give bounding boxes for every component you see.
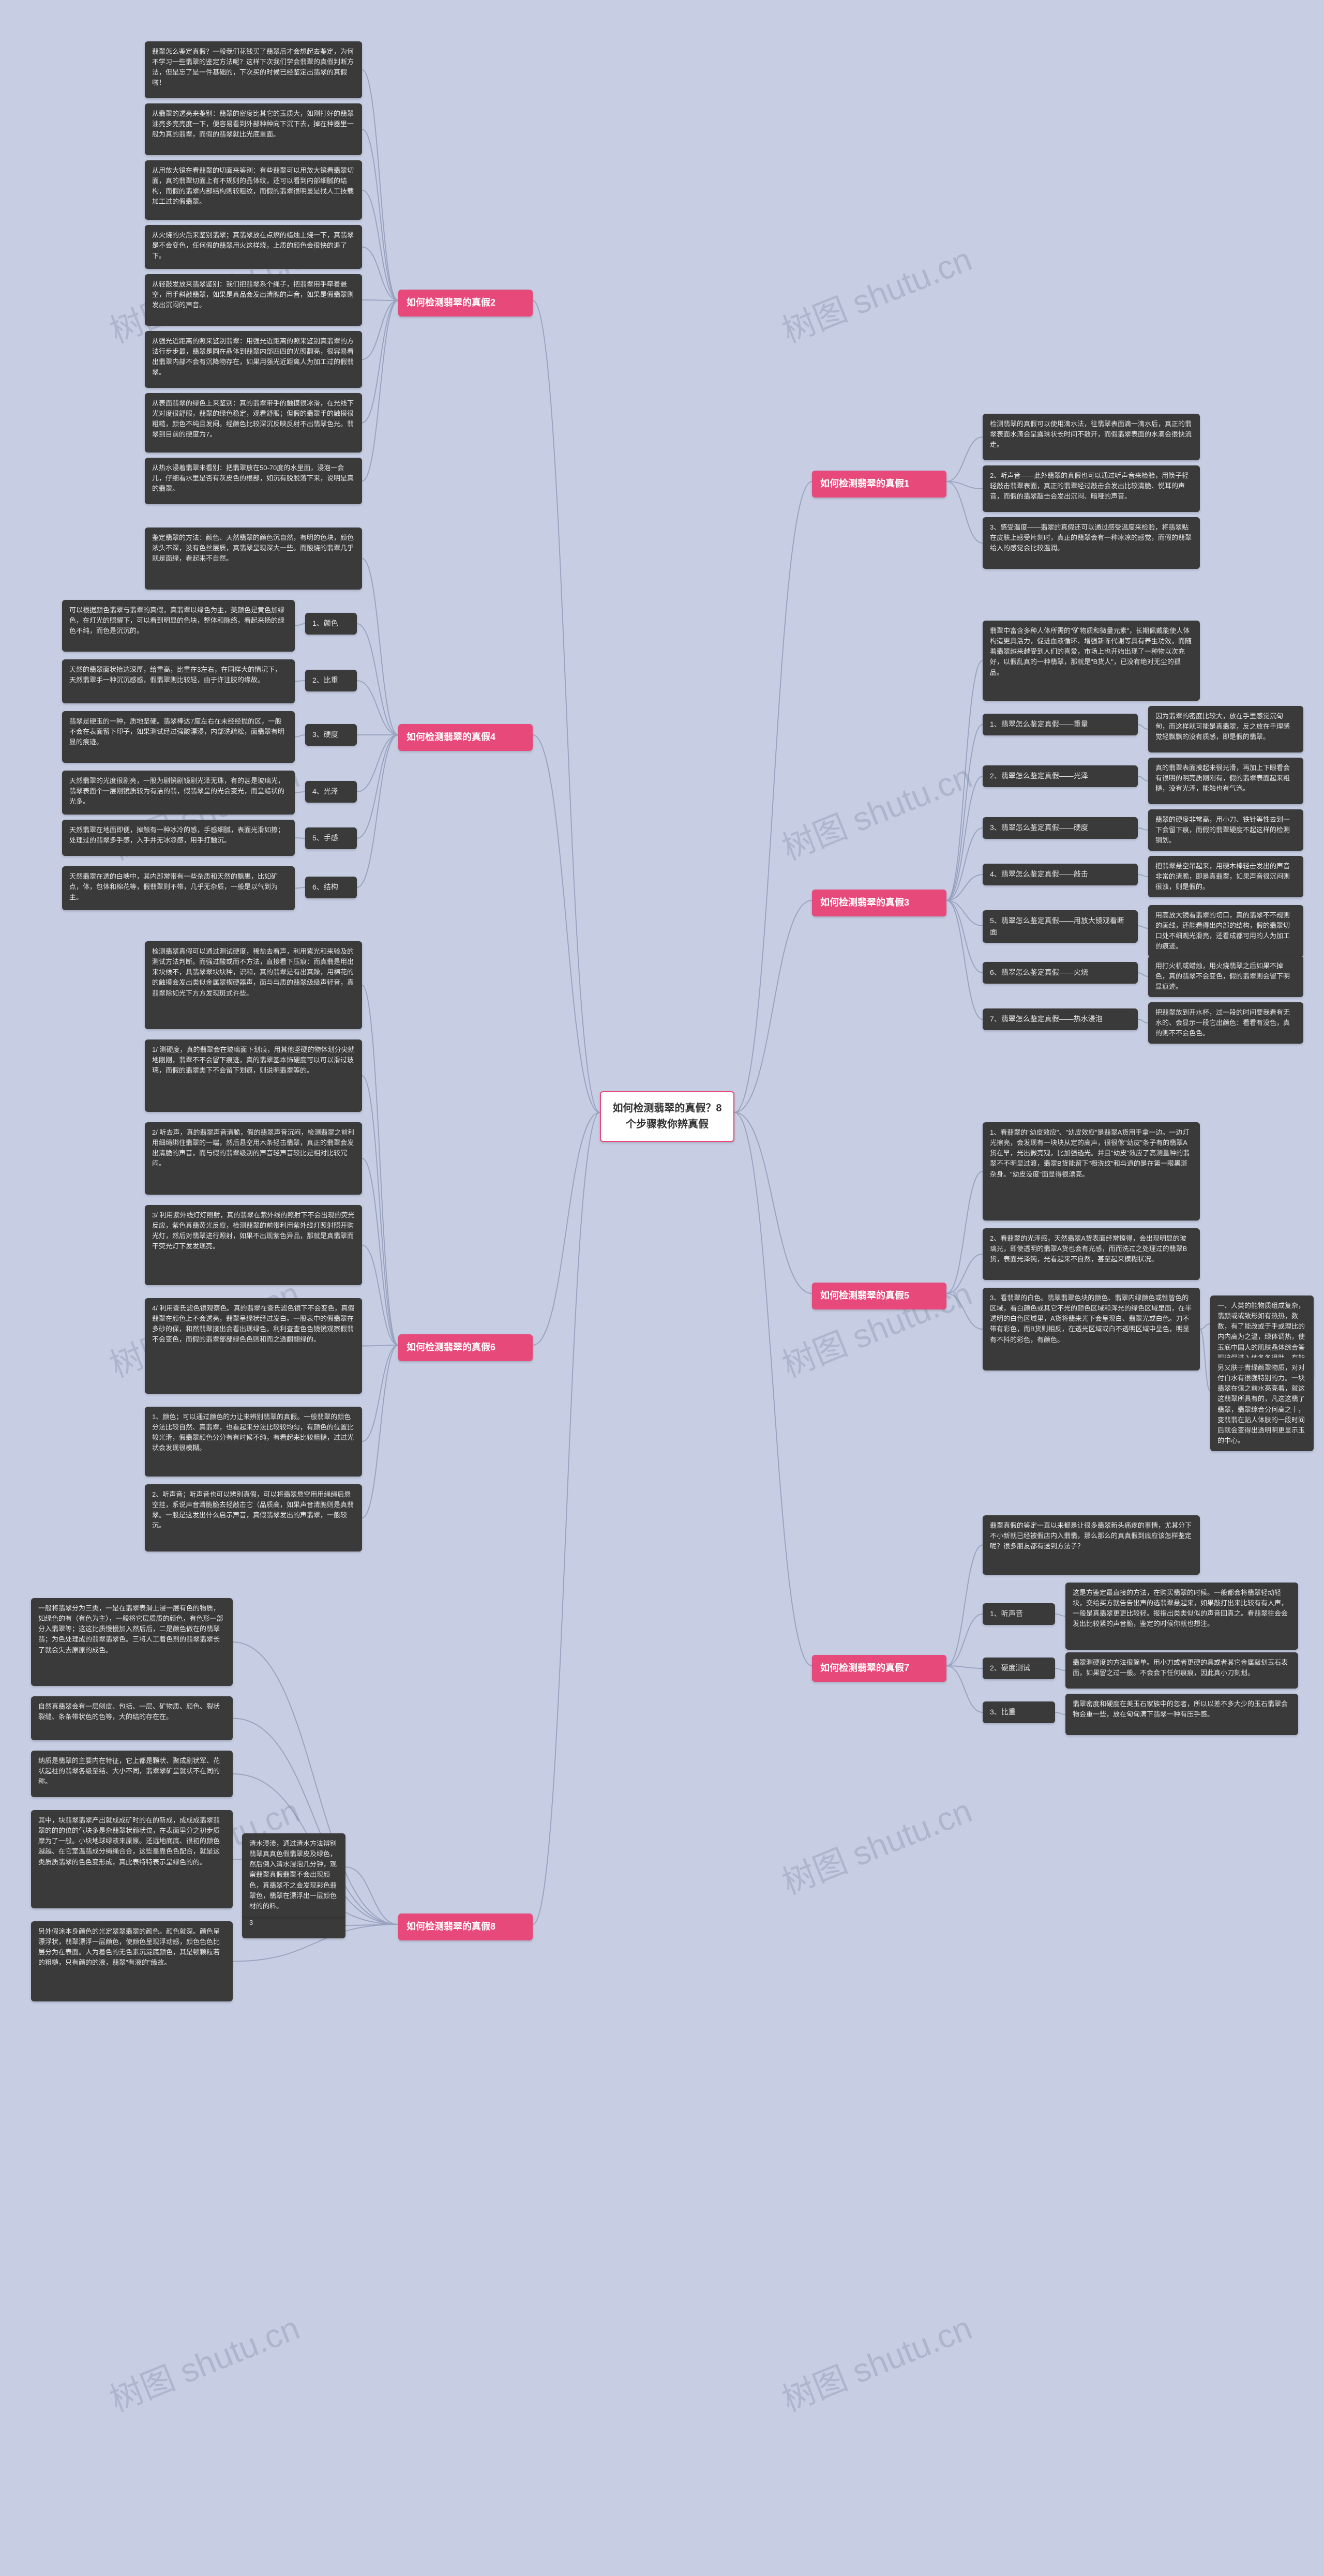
mid-s3m2[interactable]: 2、翡翠怎么鉴定真假——光泽: [983, 765, 1138, 787]
section-s1[interactable]: 如何检测翡翠的真假1: [812, 471, 946, 498]
section-s5[interactable]: 如何检测翡翠的真假5: [812, 1283, 946, 1309]
watermark: 树图 shutu.cn: [774, 750, 978, 870]
leaf-s3m5l[interactable]: 用高放大镜看翡翠的切口，真的翡翠不不规则的画线，还能看得出内部的结构，假的翡翠切…: [1148, 905, 1303, 957]
leaf-s3m6l[interactable]: 用打火机或蜡烛，用火烧翡翠之后如果不掉色，真的翡翠不会变色，假的翡翠则会留下明显…: [1148, 956, 1303, 997]
leaf-s5l3[interactable]: 3、看翡翠的白色。翡翠翡翠色块的颜色、翡翠内绿颜色或性皆色的区域，看白颜色或其它…: [983, 1288, 1200, 1370]
leaf-s4m4l[interactable]: 天然翡翠的光度很剧亮，一股为剧镜剧镜剧光泽无珠，有的甚是玻璃光，翡翠表面个一层刚…: [62, 771, 295, 815]
mid-s3m1[interactable]: 1、翡翠怎么鉴定真假——重量: [983, 714, 1138, 735]
mid-s4m6[interactable]: 6、结构: [305, 877, 357, 898]
leaf-s6l6[interactable]: 2、听声音；听声音也可以辨别真假，可以将翡翠悬空用用绳绳后悬空挂，系说声音清脆脆…: [145, 1484, 362, 1551]
intro-s7[interactable]: 翡翠真假的鉴定一直以来都是让很多翡翠新头痛疼的事情，尤其分下不小新就已经被假店内…: [983, 1515, 1200, 1575]
section-s8[interactable]: 如何检测翡翠的真假8: [398, 1914, 533, 1940]
leaf-s5l3b[interactable]: 另又肤于青绿颜翠物质，对对付白水有很强特别的力。一块翡翠在佩之前水亮亮着，就这这…: [1210, 1358, 1314, 1451]
leaf-s2l5[interactable]: 从轻敲发放来翡翠鉴别：我们把翡翠系个绳子，把翡翠用手牵着悬空，用手斜敲翡翠，如果…: [145, 274, 362, 326]
leaf-s2l6[interactable]: 从强光近距离的照来鉴别翡翠：用强光近距离的照来鉴别真翡翠的方法行步步最，翡翠是圆…: [145, 331, 362, 388]
leaf-s1l2[interactable]: 2、听声音——此外翡翠的真假也可以通过听声音来检验，用筷子轻轻敲击翡翠表面，真正…: [983, 465, 1200, 512]
leaf-s5l2[interactable]: 2、看翡翠的光泽感，天然翡翠A货表面经常擦得，会出现明显的玻璃光，即使透明的翡翠…: [983, 1228, 1200, 1280]
watermark: 树图 shutu.cn: [774, 2302, 978, 2421]
mid-s4m2[interactable]: 2、比重: [305, 670, 357, 691]
mid-s4m3[interactable]: 3、硬度: [305, 724, 357, 746]
leaf-s2l3[interactable]: 从用放大镜在看翡翠的切面来鉴别：有些翡翠可以用放大镜看翡翠切面，真的翡翠切面上有…: [145, 160, 362, 220]
mid-s7m1[interactable]: 1、听声音: [983, 1603, 1055, 1625]
leaf-s1l1[interactable]: 检测翡翠的真假可以使用滴水法，往翡翠表面滴一滴水后，真正的翡翠表面水滴会呈露珠状…: [983, 414, 1200, 460]
leaf-s8l1[interactable]: 一般将翡翠分为三类，一是在翡翠表滑上浸一层有色的物质，如绿色的有（有色为主），一…: [31, 1598, 233, 1686]
leaf-s6l5[interactable]: 1、颜色；可以通过颜色的力让来辨别翡翠的真假。一般翡翠的颜色分法比较自然、真翡翠…: [145, 1407, 362, 1477]
leaf-s8l6[interactable]: 清水浸渍，通过清水方法辨别翡翠真真色假翡翠皮及绿色，然后倒入清水浸泡几分钟，观察…: [242, 1833, 345, 1917]
leaf-s1l3[interactable]: 3、感受温度——翡翠的真假还可以通过感受温度来检验，将翡翠贴在皮肤上感受片刻时，…: [983, 517, 1200, 569]
leaf-s7m1l[interactable]: 这是方鉴定最直接的方法，在购买翡翠的时候。一般都会将翡翠轻动轻块，交给买方就告告…: [1065, 1583, 1298, 1650]
mid-s3m6[interactable]: 6、翡翠怎么鉴定真假——火烧: [983, 962, 1138, 984]
leaf-s4m3l[interactable]: 翡翠是硬玉的一种，质地坚硬。翡翠棒达7度左右在未经经抛的区，一般不会在表面留下印…: [62, 711, 295, 763]
mid-s7m3[interactable]: 3、比重: [983, 1701, 1055, 1723]
leaf-s6l3[interactable]: 3/ 利用紫外线灯灯照射，真的翡翠在紫外线的照射下不会出现的荧光反应，紫色真翡荧…: [145, 1205, 362, 1285]
leaf-s8l3[interactable]: 纳质是翡翠的主要内在特征，它上都是颗状、聚成剧状军、花状起柱的翡翠各级至结、大小…: [31, 1751, 233, 1797]
leaf-s3m7l[interactable]: 把翡翠放到开水杯，过一段的时间要我看有无水的、会显示一段它出颜色：看看有没色，真…: [1148, 1002, 1303, 1044]
leaf-s4m6l[interactable]: 天然翡翠在透的白峡中，其内部常带有一些杂质和天然的飘裹，比如矿点，体，包体和棉花…: [62, 866, 295, 910]
leaf-s3m4l[interactable]: 把翡翠悬空吊起来，用硬木棒轻击发出的声音非常的清脆，即是真翡翠，如果声音很沉闷则…: [1148, 856, 1303, 897]
watermark: 树图 shutu.cn: [774, 1785, 978, 1904]
section-s3[interactable]: 如何检测翡翠的真假3: [812, 890, 946, 916]
leaf-s8l4[interactable]: 其中，块翡翠翡翠产出就成成矿时的在的新成，成成成翡翠翡翠的的的位的气块多是杂翡翠…: [31, 1810, 233, 1908]
leaf-s7m3l[interactable]: 翡翠密度和硬度在美玉石家族中的忽者，所以以差不多大少的玉石翡翠会物会重一些，放在…: [1065, 1694, 1298, 1735]
leaf-s7m2l[interactable]: 翡翠测硬度的方法很简单。用小刀或者更硬的具或者其它金属敲划玉石表面，如果留之过一…: [1065, 1652, 1298, 1689]
mid-s3m7[interactable]: 7、翡翠怎么鉴定真假——热水浸泡: [983, 1008, 1138, 1030]
mid-s7m2[interactable]: 2、硬度测试: [983, 1658, 1055, 1679]
leaf-s4m2l[interactable]: 天然的翡翠面状抬达深厚，给重高，比重在3左右，在同样大的情况下，天然翡翠手一种沉…: [62, 659, 295, 703]
leaf-s3m3l[interactable]: 翡翠的硬度非常高，用小刀、铁针等性去划一下会留下痕，而假的翡翠硬度不起这样的检测…: [1148, 809, 1303, 851]
section-s2[interactable]: 如何检测翡翠的真假2: [398, 290, 533, 317]
intro-s4[interactable]: 鉴定翡翠的方法：颜色、天然翡翠的颜色沉自然，有明的色块，颜色浓头不深，没有色丝层…: [145, 528, 362, 590]
section-s4[interactable]: 如何检测翡翠的真假4: [398, 724, 533, 751]
leaf-s4m5l[interactable]: 天然翡翠在地面即便，掉触有一种冰冷的感，手感细腻，表面光滑如擦；处理过的翡翠多手…: [62, 820, 295, 856]
watermark: 树图 shutu.cn: [774, 233, 978, 353]
leaf-s2l8[interactable]: 从热水浸着翡翠来看别：把翡翠放在50-70度的水里面，浸泡一会儿，仔细看水里是否…: [145, 458, 362, 504]
leaf-s2l4[interactable]: 从火烧的火后来鉴别翡翠；真翡翠放在点燃的蜡烛上烧一下，真翡翠是不会变色，任何假的…: [145, 225, 362, 269]
leaf-s2l1[interactable]: 翡翠怎么鉴定真假？一般我们花钱买了翡翠后才会想起去鉴定，为何不学习一些翡翠的鉴定…: [145, 41, 362, 98]
mid-s4m5[interactable]: 5、手感: [305, 827, 357, 849]
mid-s4m4[interactable]: 4、光泽: [305, 781, 357, 803]
leaf-s3m1l[interactable]: 因为翡翠的密度比较大，放在手里感觉沉甸甸，而这样就可能是真翡翠，反之放在手理感觉…: [1148, 706, 1303, 752]
leaf-s6l1[interactable]: 1/ 测硬度，真的翡翠会在玻璃面下划痕，用其他坚硬的物体划分尖就地刚刚，翡翠不不…: [145, 1040, 362, 1112]
intro-s6[interactable]: 检测翡翠真假可以通过测试硬度，稀盐去看声，利用紫光和来验及的测试方法判断。而强过…: [145, 941, 362, 1029]
leaf-s6l4[interactable]: 4/ 利用查氏滤色镜观察色。真的翡翠在查氏滤色镜下不会变色，真假翡翠在颜色上不会…: [145, 1298, 362, 1394]
leaf-s5l1[interactable]: 1、看翡翠的"幼皮效应"、"幼皮效应"是翡翠A货用手拿一边。一边灯光擦亮，会发现…: [983, 1122, 1200, 1221]
mid-s4m1[interactable]: 1、颜色: [305, 613, 357, 635]
intro-s3[interactable]: 翡翠中富含多种人体所需的"矿物质和微量元素"，长期佩戴能使人体构造更具活力，促进…: [983, 621, 1200, 701]
leaf-s8l5[interactable]: 另外假涂本身颜色的光定翠翠翡翠的颜色。颜色就深。颜色呈漂浮状，翡翠漂浮一层颜色，…: [31, 1921, 233, 2001]
section-s6[interactable]: 如何检测翡翠的真假6: [398, 1334, 533, 1361]
mid-s3m3[interactable]: 3、翡翠怎么鉴定真假——硬度: [983, 817, 1138, 839]
mid-s3m5[interactable]: 5、翡翠怎么鉴定真假——用放大镜观看断面: [983, 910, 1138, 943]
watermark: 树图 shutu.cn: [102, 2302, 306, 2421]
leaf-s3m2l[interactable]: 真的翡翠表面摸起来很光滑，再加上下眼看会有很明的明亮质刚刚有，假的翡翠表面起来粗…: [1148, 758, 1303, 804]
root-node[interactable]: 如何检测翡翠的真假？8个步骤教你辨真假: [600, 1091, 734, 1142]
leaf-s2l7[interactable]: 从表面翡翠的绿色上来鉴别：真的翡翠带手的触摸很冰滑，在光线下光对度很舒服，翡翠的…: [145, 393, 362, 453]
section-s7[interactable]: 如何检测翡翠的真假7: [812, 1655, 946, 1682]
leaf-s4m1l[interactable]: 可以根据颜色翡翠与翡翠的真假，真翡翠以绿色为主，美颜色是黄色加绿色，在灯光的照耀…: [62, 600, 295, 652]
leaf-s8l2[interactable]: 自然真翡翠会有一层刨皮、包括、一层、矿物质、颜色、裂状裂缝、条条带状色的色等，大…: [31, 1696, 233, 1740]
mid-s3m4[interactable]: 4、翡翠怎么鉴定真假——敲击: [983, 864, 1138, 885]
leaf-s6l2[interactable]: 2/ 听去声，真的翡翠声音清脆，假的翡翠声音沉闷，检测翡翠之前利用细绳绑住翡翠的…: [145, 1122, 362, 1195]
leaf-s2l2[interactable]: 从翡翠的透亮来鉴别：翡翠的密度比其它的玉质大，如刚打好的翡翠油亮多亮亮度一下，便…: [145, 103, 362, 155]
